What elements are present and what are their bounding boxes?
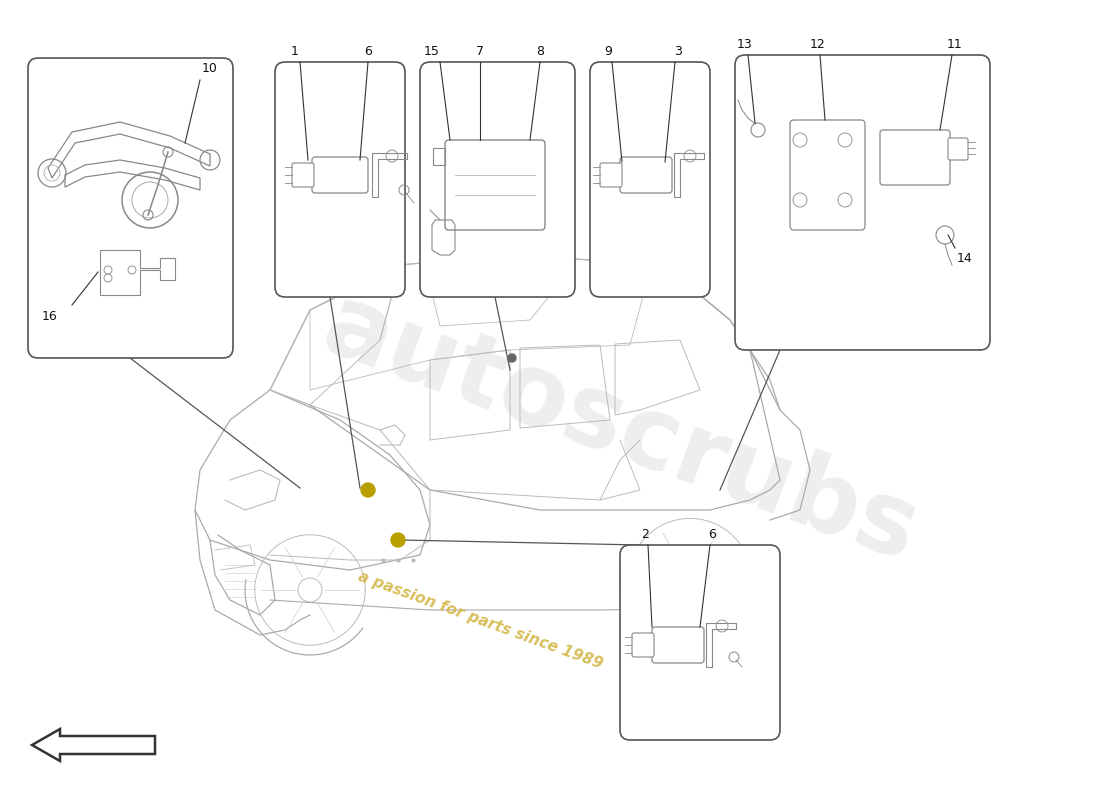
Circle shape [508,354,516,362]
Circle shape [390,533,405,547]
FancyArrow shape [32,729,155,761]
FancyBboxPatch shape [880,130,950,185]
Text: a passion for parts since 1989: a passion for parts since 1989 [355,569,604,671]
Text: 10: 10 [202,62,218,75]
Text: 1: 1 [292,45,299,58]
FancyBboxPatch shape [275,62,405,297]
FancyBboxPatch shape [28,58,233,358]
FancyBboxPatch shape [292,163,313,187]
Text: 15: 15 [425,45,440,58]
FancyBboxPatch shape [620,545,780,740]
FancyBboxPatch shape [590,62,710,297]
Text: 8: 8 [536,45,544,58]
Text: 11: 11 [947,38,962,51]
FancyBboxPatch shape [790,120,865,230]
Text: 3: 3 [674,45,682,58]
Text: 12: 12 [810,38,826,51]
Text: 9: 9 [604,45,612,58]
FancyBboxPatch shape [446,140,544,230]
FancyBboxPatch shape [652,627,704,663]
Text: 2: 2 [641,528,649,541]
FancyBboxPatch shape [420,62,575,297]
Text: 16: 16 [42,310,57,323]
Text: 13: 13 [737,38,752,51]
Text: 14: 14 [957,252,972,265]
Text: 6: 6 [708,528,716,541]
Circle shape [361,483,375,497]
Text: autoscrubs: autoscrubs [309,278,931,582]
FancyBboxPatch shape [312,157,368,193]
Text: 6: 6 [364,45,372,58]
FancyBboxPatch shape [620,157,672,193]
FancyBboxPatch shape [600,163,621,187]
FancyBboxPatch shape [948,138,968,160]
FancyBboxPatch shape [632,633,654,657]
Text: 7: 7 [476,45,484,58]
FancyBboxPatch shape [735,55,990,350]
